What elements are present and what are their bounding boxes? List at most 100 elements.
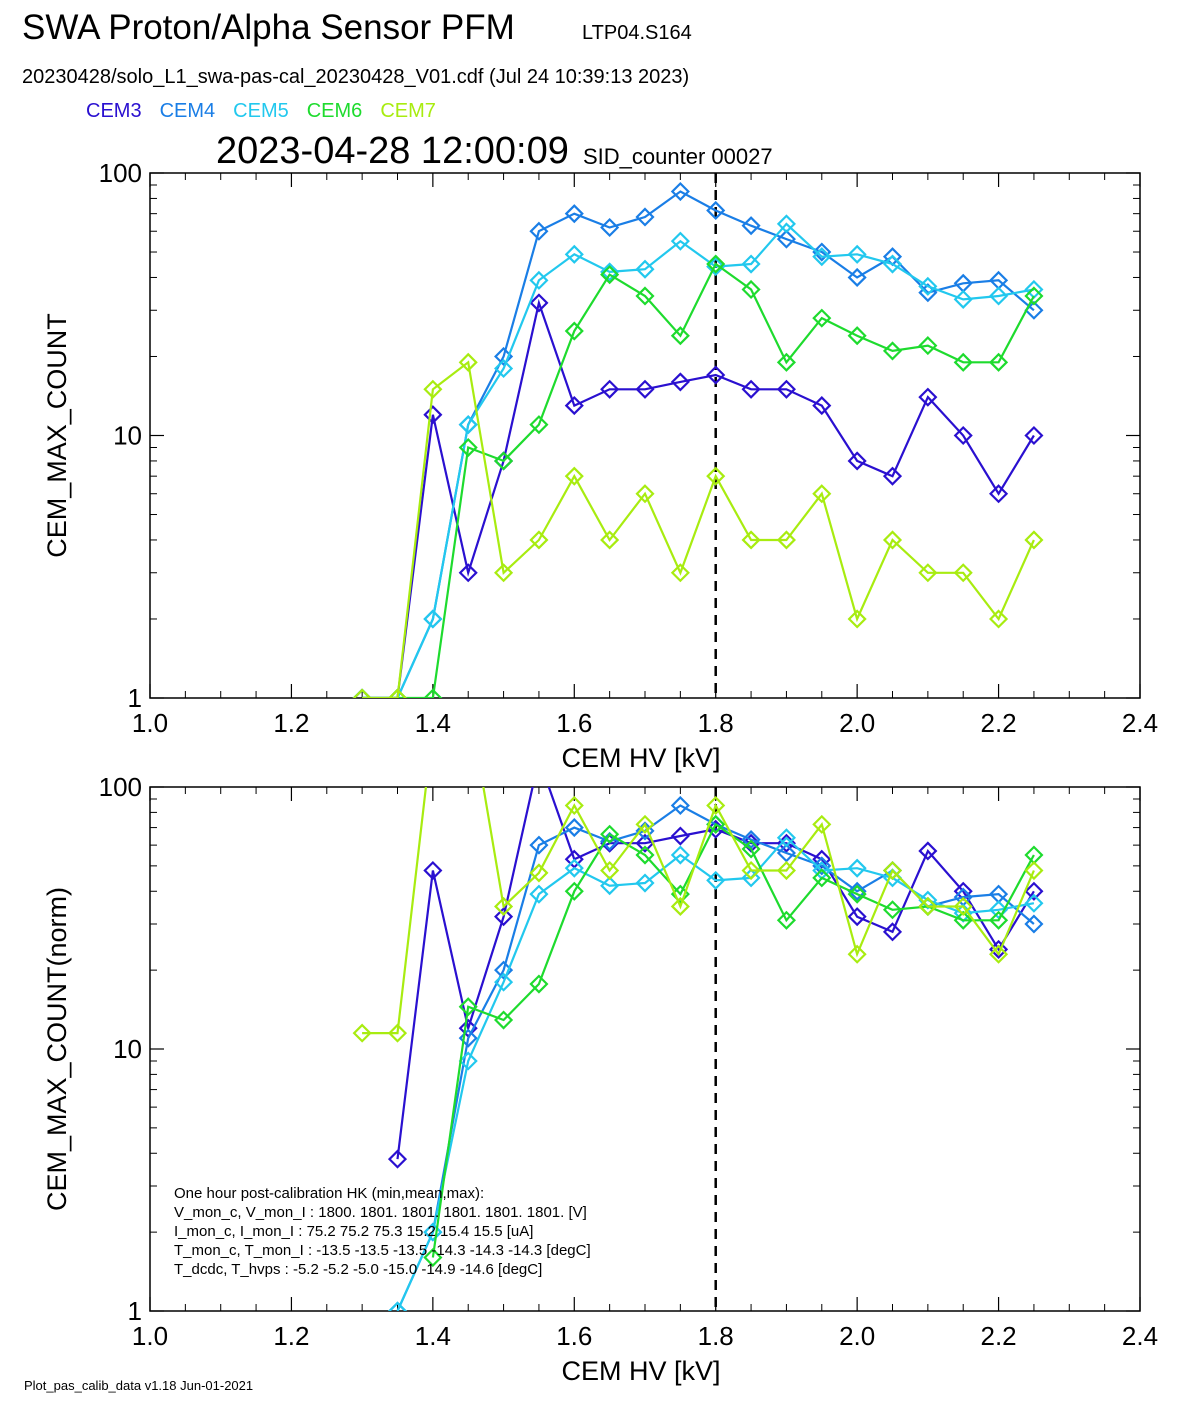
data-point xyxy=(635,286,655,306)
data-point xyxy=(918,336,938,356)
data-point xyxy=(458,352,478,372)
data-point xyxy=(670,896,690,917)
data-point xyxy=(529,974,549,994)
data-point xyxy=(529,221,549,241)
data-point xyxy=(670,845,690,865)
data-point xyxy=(1024,881,1044,901)
series-line-cem3 xyxy=(396,787,1035,1160)
data-point xyxy=(352,1023,372,1043)
y-tick-label: 100 xyxy=(99,158,142,188)
x-axis-label: CEM HV [kV] xyxy=(561,1356,720,1386)
file-info: 20230428/solo_L1_swa-pas-cal_20230428_V0… xyxy=(22,66,690,88)
data-point xyxy=(529,270,549,290)
data-point xyxy=(776,214,796,234)
data-point xyxy=(918,563,938,583)
legend-cem3: CEM3 xyxy=(86,100,142,122)
data-point xyxy=(670,231,690,251)
data-point xyxy=(706,254,726,274)
chart-panel-2: 1.0 1.2 1.4 1.6 1.8 2.0 2.2 2.4 1 10 100 CEM HV [kV… xyxy=(42,751,1158,1386)
data-point xyxy=(882,900,903,920)
data-point xyxy=(882,922,903,942)
data-point xyxy=(458,437,478,458)
data-point xyxy=(670,372,690,392)
data-point xyxy=(847,944,867,964)
x-tick-label: 1.2 xyxy=(273,708,309,738)
data-point xyxy=(670,826,690,846)
data-point xyxy=(812,396,832,416)
legend-cem7: CEM7 xyxy=(380,100,436,122)
data-point xyxy=(847,609,867,629)
data-point xyxy=(600,860,620,881)
data-point xyxy=(670,795,690,816)
hk-line: One hour post-calibration HK (min,mean,m… xyxy=(174,1185,484,1202)
data-point xyxy=(600,831,620,851)
data-point xyxy=(918,896,938,917)
data-point xyxy=(741,839,761,859)
data-area xyxy=(352,181,1044,698)
data-point xyxy=(953,289,973,309)
data-point xyxy=(564,396,584,416)
data-point xyxy=(953,425,973,446)
data-point xyxy=(847,858,867,878)
data-point xyxy=(458,563,478,583)
data-point xyxy=(989,910,1009,930)
data-point xyxy=(706,257,726,277)
legend-cem6: CEM6 xyxy=(306,100,363,122)
data-point xyxy=(635,833,655,853)
data-point xyxy=(741,530,761,550)
data-point xyxy=(423,405,443,425)
data-point xyxy=(918,890,938,910)
data-point xyxy=(494,972,514,992)
data-point xyxy=(741,379,761,399)
x-tick-label: 1.4 xyxy=(415,1321,451,1351)
data-point xyxy=(529,293,549,313)
data-point xyxy=(564,858,584,878)
data-point xyxy=(882,860,903,881)
data-point xyxy=(953,910,973,930)
data-point xyxy=(776,860,796,881)
data-point xyxy=(989,286,1009,306)
data-point xyxy=(670,326,690,346)
data-point xyxy=(458,1051,478,1071)
data-point xyxy=(600,265,620,285)
data-point xyxy=(387,1301,408,1311)
data-point xyxy=(776,910,796,930)
x-tick-label: 1.8 xyxy=(698,708,734,738)
data-point xyxy=(531,751,547,767)
data-point xyxy=(847,451,867,471)
data-point xyxy=(1024,425,1044,446)
data-point xyxy=(882,341,903,361)
data-point xyxy=(387,688,408,698)
data-point xyxy=(494,358,514,379)
x-tick-label: 2.2 xyxy=(980,708,1016,738)
timestamp: 2023-04-28 12:00:09 xyxy=(216,130,569,172)
data-point xyxy=(564,244,584,264)
y-tick-label: 1 xyxy=(128,683,142,713)
data-point xyxy=(600,217,620,238)
data-point xyxy=(423,609,443,629)
x-axis-label: CEM HV [kV] xyxy=(561,743,720,773)
data-point xyxy=(882,466,903,486)
data-point xyxy=(423,379,443,399)
data-point xyxy=(741,254,761,274)
chart-panel-1: 1.0 1.2 1.4 1.6 1.8 2.0 2.2 2.4 1 10 100 CEM HV [kV… xyxy=(42,158,1158,773)
y-tick-label: 1 xyxy=(128,1296,142,1326)
data-point xyxy=(776,828,796,848)
legend-cem5: CEM5 xyxy=(233,100,289,122)
series-line-cem3 xyxy=(362,298,1035,698)
data-point xyxy=(670,563,690,583)
data-point xyxy=(494,907,514,927)
data-point xyxy=(600,262,620,282)
data-point xyxy=(529,530,549,550)
data-point xyxy=(564,881,584,901)
data-point xyxy=(635,845,655,865)
data-point xyxy=(423,688,443,698)
y-tick-label: 10 xyxy=(113,1034,142,1064)
data-point xyxy=(812,856,832,876)
data-point xyxy=(387,1023,408,1043)
x-tick-label: 1.4 xyxy=(415,708,451,738)
data-point xyxy=(458,997,478,1017)
data-point xyxy=(706,870,726,890)
data-point xyxy=(741,279,761,300)
data-point xyxy=(494,896,514,917)
